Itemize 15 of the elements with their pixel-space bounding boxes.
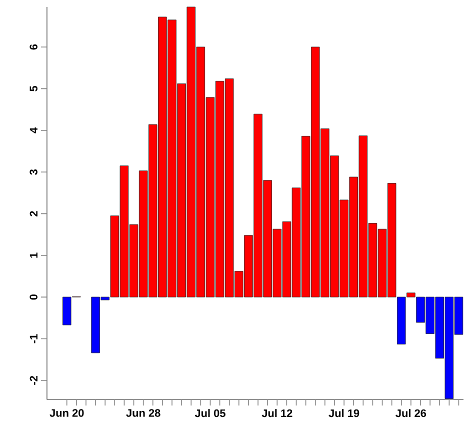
y-tick-label: 0 (30, 294, 38, 300)
y-tick-label: -2 (30, 376, 38, 386)
y-tick-label: 3 (30, 170, 38, 176)
x-tick-label: Jul 12 (262, 409, 292, 418)
y-tick-label: 4 (30, 128, 38, 134)
y-tick-label: 1 (30, 252, 38, 258)
x-tick-label: Jul 19 (328, 409, 360, 418)
x-tick-label: Jun 28 (126, 409, 160, 418)
y-tick-label: 5 (30, 86, 38, 92)
x-tick-label: Jul 05 (194, 409, 226, 418)
y-tick-label: -1 (30, 334, 38, 344)
y-tick-label: 6 (30, 44, 38, 50)
x-tick-label: Jul 26 (396, 409, 426, 418)
y-tick-label: 2 (30, 211, 38, 217)
x-tick-label: Jun 20 (50, 409, 84, 418)
